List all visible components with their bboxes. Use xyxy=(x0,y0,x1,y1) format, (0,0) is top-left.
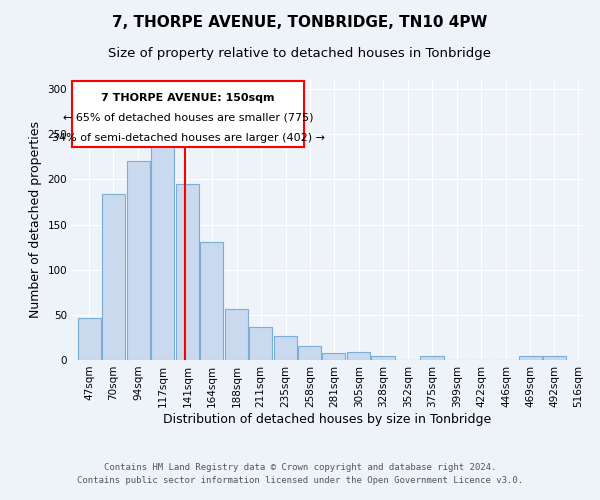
Text: 7, THORPE AVENUE, TONBRIDGE, TN10 4PW: 7, THORPE AVENUE, TONBRIDGE, TN10 4PW xyxy=(112,15,488,30)
Text: Size of property relative to detached houses in Tonbridge: Size of property relative to detached ho… xyxy=(109,48,491,60)
Bar xyxy=(543,356,566,360)
Bar xyxy=(77,318,101,360)
Bar xyxy=(322,353,346,360)
Bar xyxy=(518,356,542,360)
Bar xyxy=(371,356,395,360)
Bar xyxy=(347,352,370,360)
Bar xyxy=(421,356,443,360)
Bar xyxy=(249,326,272,360)
Text: Contains HM Land Registry data © Crown copyright and database right 2024.: Contains HM Land Registry data © Crown c… xyxy=(104,464,496,472)
Bar xyxy=(151,134,174,360)
Bar xyxy=(225,310,248,360)
Bar xyxy=(101,194,125,360)
Bar xyxy=(176,184,199,360)
Bar xyxy=(200,242,223,360)
Bar xyxy=(298,346,322,360)
X-axis label: Distribution of detached houses by size in Tonbridge: Distribution of detached houses by size … xyxy=(163,412,491,426)
Bar xyxy=(127,162,150,360)
Y-axis label: Number of detached properties: Number of detached properties xyxy=(29,122,42,318)
Text: Contains public sector information licensed under the Open Government Licence v3: Contains public sector information licen… xyxy=(77,476,523,485)
Bar xyxy=(274,336,298,360)
